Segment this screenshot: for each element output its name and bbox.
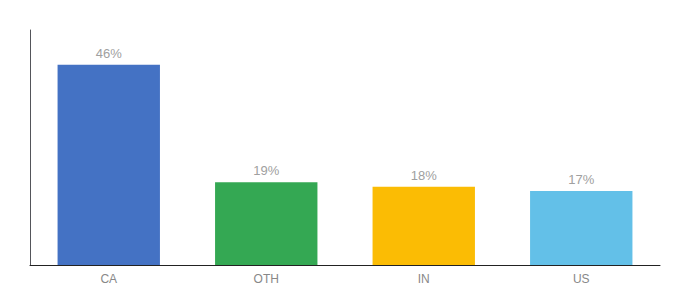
svg-text:18%: 18% (411, 168, 437, 183)
svg-text:46%: 46% (96, 46, 122, 61)
svg-text:US: US (573, 272, 590, 286)
svg-text:IN: IN (418, 272, 430, 286)
svg-text:19%: 19% (253, 163, 279, 178)
svg-text:OTH: OTH (254, 272, 279, 286)
svg-text:CA: CA (100, 272, 117, 286)
svg-text:17%: 17% (568, 172, 594, 187)
